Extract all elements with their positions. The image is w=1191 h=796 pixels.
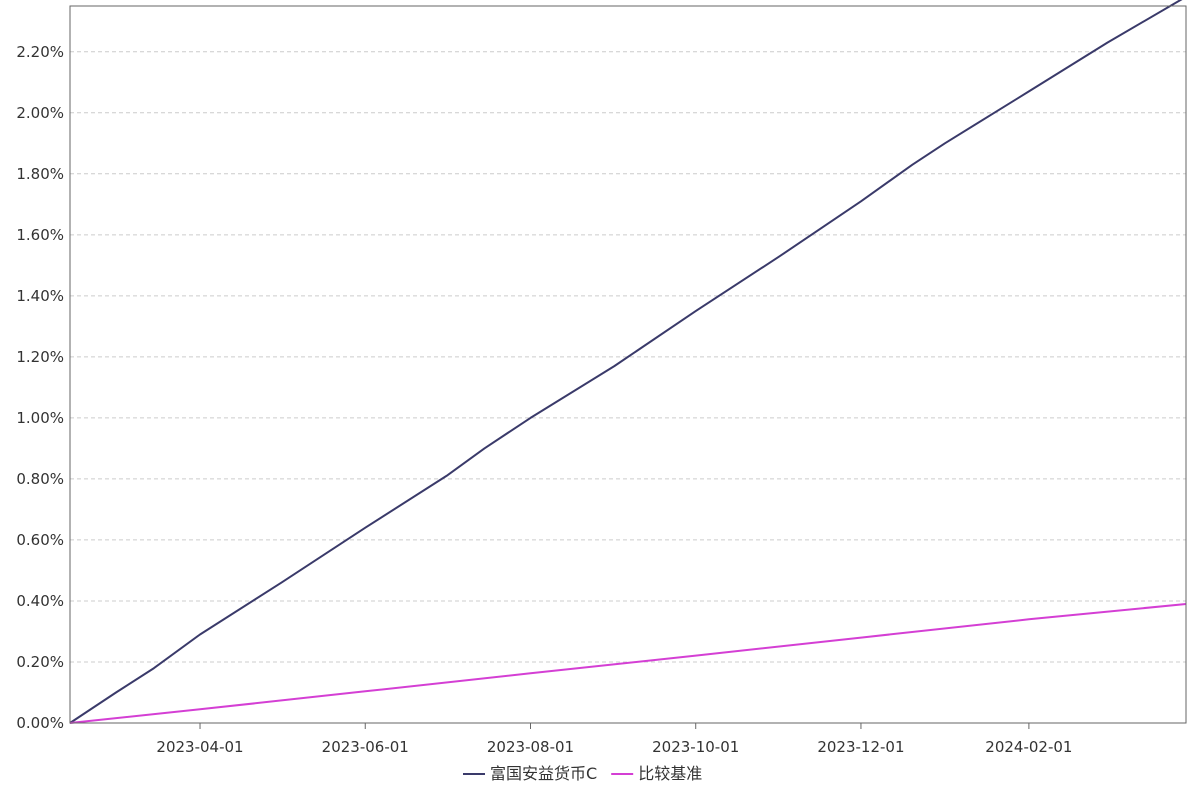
plot-frame (69, 5, 1187, 724)
y-tick-label: 1.00% (16, 409, 64, 427)
x-tick-label: 2024-02-01 (985, 738, 1072, 756)
y-tick-label: 1.40% (16, 287, 64, 305)
y-tick-label: 2.20% (16, 43, 64, 61)
legend-label-1: 富国安益货币C (490, 764, 597, 783)
grid-layer (70, 51, 1186, 663)
x-tick-label: 2023-06-01 (322, 738, 409, 756)
y-tick-label: 0.40% (16, 592, 64, 610)
y-tick-label: 0.60% (16, 531, 64, 549)
y-tick-label: 1.60% (16, 226, 64, 244)
legend: 富国安益货币C 比较基准 (463, 764, 702, 783)
x-tick-label: 2023-04-01 (156, 738, 243, 756)
y-tick-label: 1.20% (16, 348, 64, 366)
x-tick-label: 2023-10-01 (652, 738, 739, 756)
x-tick-label: 2023-08-01 (487, 738, 574, 756)
series-layer (69, 0, 1187, 724)
y-tick-label: 0.00% (16, 714, 64, 732)
series-line-1 (69, 0, 1183, 724)
series-line-2 (69, 603, 1187, 724)
legend-label-2: 比较基准 (638, 764, 702, 783)
y-tick-label: 0.80% (16, 470, 64, 488)
axis-layer: 0.00% 0.20% 0.40% 0.60% 0.80% 1.00% 1.20% 1.40%… (16, 43, 1072, 756)
x-tick-label: 2023-12-01 (817, 738, 904, 756)
y-tick-label: 0.20% (16, 653, 64, 671)
y-tick-label: 2.00% (16, 104, 64, 122)
y-tick-label: 1.80% (16, 165, 64, 183)
